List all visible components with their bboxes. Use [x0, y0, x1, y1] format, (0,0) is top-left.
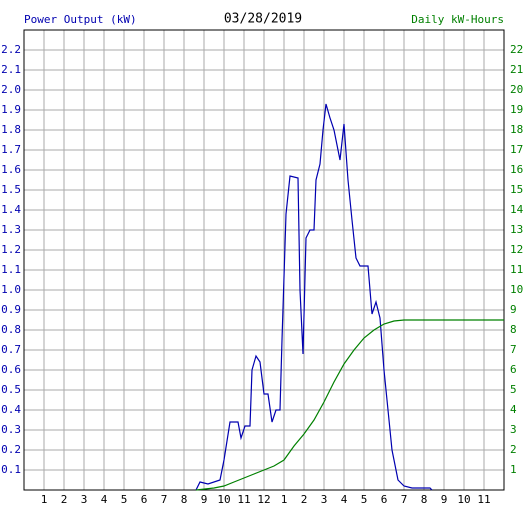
x-tick-label: 1: [41, 493, 48, 506]
x-tick-label: 1: [281, 493, 288, 506]
y2-tick-label: 11: [510, 263, 523, 276]
y-tick-label: 0.1: [1, 463, 21, 476]
y2-tick-label: 22: [510, 43, 523, 56]
x-tick-label: 12: [257, 493, 270, 506]
y-tick-label: 1.8: [1, 123, 21, 136]
x-tick-label: 2: [301, 493, 308, 506]
x-tick-label: 10: [217, 493, 230, 506]
y-tick-label: 0.8: [1, 323, 21, 336]
y-tick-label: 2.0: [1, 83, 21, 96]
y2-tick-label: 12: [510, 243, 523, 256]
x-tick-label: 11: [477, 493, 490, 506]
data-line: [195, 319, 504, 491]
y2-tick-label: 20: [510, 83, 523, 96]
y-tick-label: 0.7: [1, 343, 21, 356]
x-tick-label: 5: [361, 493, 368, 506]
y2-tick-label: 21: [510, 63, 523, 76]
x-tick-label: 11: [237, 493, 250, 506]
y-tick-label: 0.5: [1, 383, 21, 396]
y2-tick-label: 15: [510, 183, 523, 196]
x-tick-label: 4: [341, 493, 348, 506]
y-tick-label: 1.7: [1, 143, 21, 156]
y-tick-label: 1.5: [1, 183, 21, 196]
y2-tick-label: 17: [510, 143, 523, 156]
x-tick-label: 10: [457, 493, 470, 506]
y2-tick-label: 19: [510, 103, 523, 116]
chart-title: 03/28/2019: [224, 12, 302, 27]
y2-tick-label: 3: [510, 423, 517, 436]
y-tick-label: 1.0: [1, 283, 21, 296]
y2-tick-label: 1: [510, 463, 517, 476]
x-tick-label: 8: [421, 493, 428, 506]
y-tick-label: 0.9: [1, 303, 21, 316]
y2-tick-label: 8: [510, 323, 517, 336]
y2-tick-label: 16: [510, 163, 523, 176]
y-tick-label: 1.1: [1, 263, 21, 276]
y2-tick-label: 4: [510, 403, 517, 416]
y2-axis-title: Daily kW-Hours: [411, 13, 504, 26]
y2-tick-label: 14: [510, 203, 524, 216]
y2-tick-label: 9: [510, 303, 517, 316]
y2-tick-label: 13: [510, 223, 523, 236]
y2-tick-label: 6: [510, 363, 517, 376]
x-tick-label: 7: [401, 493, 408, 506]
y-tick-label: 1.2: [1, 243, 21, 256]
x-tick-label: 3: [321, 493, 328, 506]
y-axis-title: Power Output (kW): [24, 13, 137, 26]
y-tick-label: 2.2: [1, 43, 21, 56]
data-line: [195, 103, 433, 491]
y-tick-label: 0.4: [1, 403, 21, 416]
y-tick-label: 1.9: [1, 103, 21, 116]
y2-tick-label: 2: [510, 443, 517, 456]
y2-tick-label: 5: [510, 383, 517, 396]
plot-frame: [23, 29, 505, 491]
y-tick-label: 0.3: [1, 423, 21, 436]
x-tick-label: 6: [141, 493, 148, 506]
x-tick-label: 9: [441, 493, 448, 506]
y2-tick-label: 18: [510, 123, 523, 136]
y2-tick-label: 10: [510, 283, 523, 296]
y-tick-label: 1.3: [1, 223, 21, 236]
x-tick-label: 9: [201, 493, 208, 506]
y-tick-label: 0.6: [1, 363, 21, 376]
y-tick-label: 1.4: [1, 203, 21, 216]
x-tick-label: 4: [101, 493, 108, 506]
y-tick-label: 1.6: [1, 163, 21, 176]
x-tick-label: 2: [61, 493, 68, 506]
x-tick-label: 6: [381, 493, 388, 506]
y2-tick-label: 7: [510, 343, 517, 356]
x-tick-label: 8: [181, 493, 188, 506]
x-tick-label: 7: [161, 493, 168, 506]
x-tick-label: 5: [121, 493, 128, 506]
x-tick-label: 3: [81, 493, 88, 506]
y-tick-label: 0.2: [1, 443, 21, 456]
y-tick-label: 2.1: [1, 63, 21, 76]
